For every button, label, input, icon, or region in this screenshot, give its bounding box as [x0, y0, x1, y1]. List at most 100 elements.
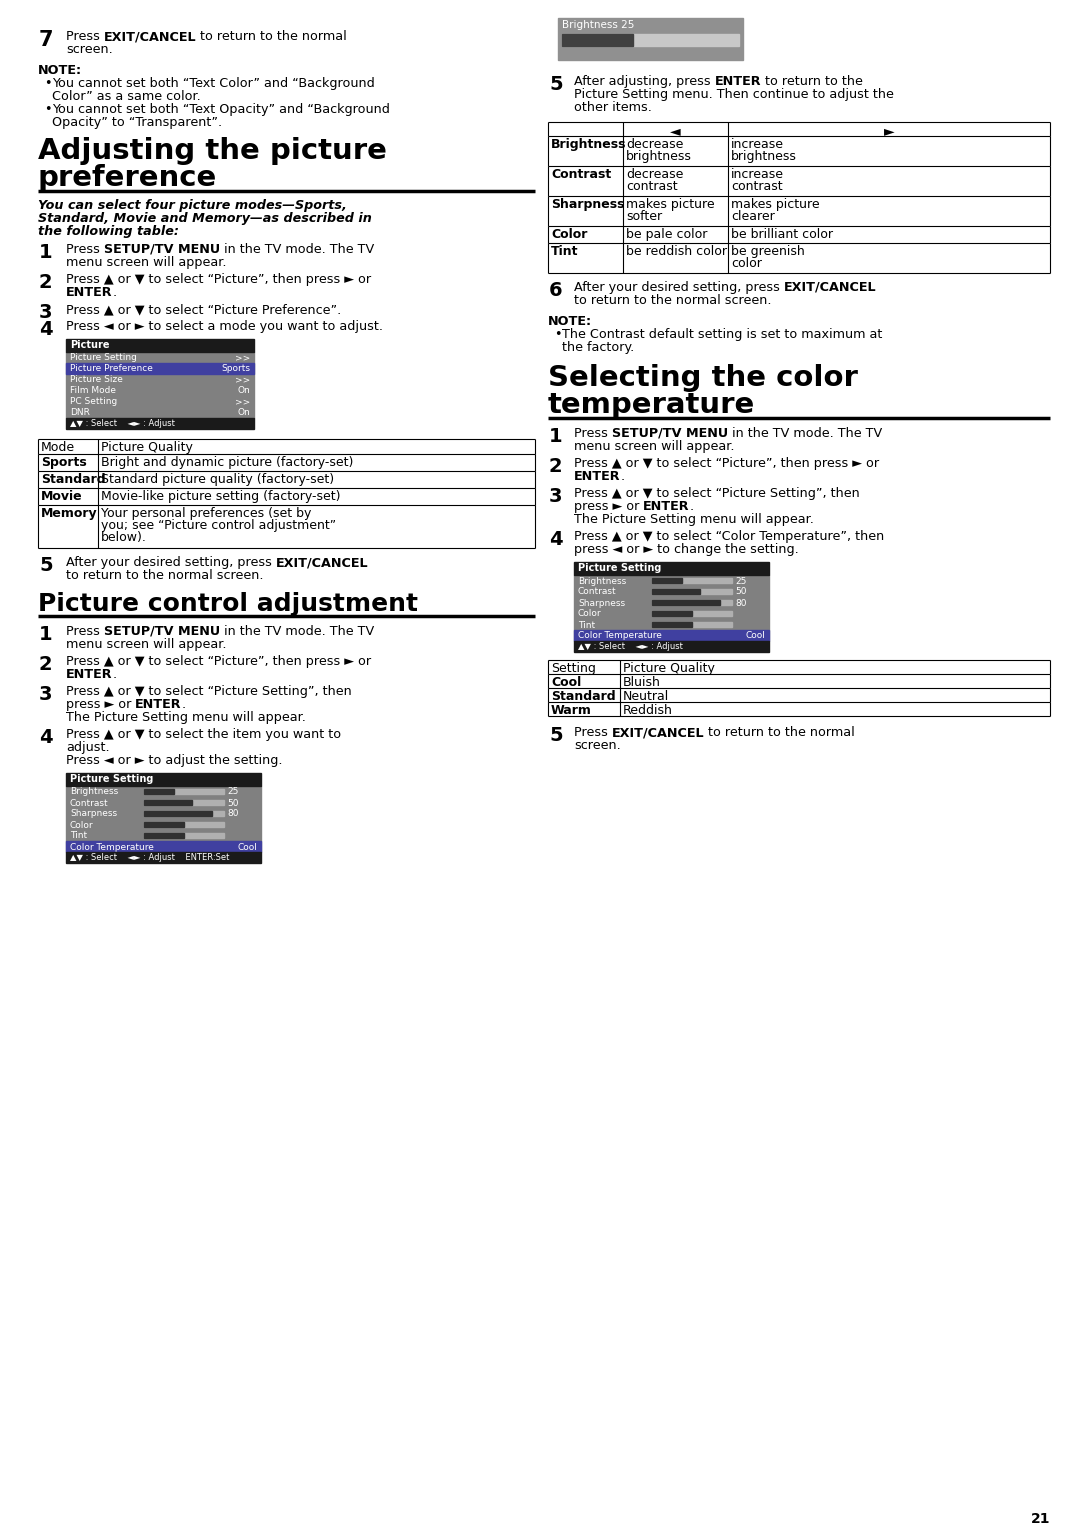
Text: EXIT/CANCEL: EXIT/CANCEL: [104, 31, 197, 43]
Text: Sharpness: Sharpness: [70, 809, 117, 818]
Text: Bluish: Bluish: [623, 676, 661, 689]
Text: the factory.: the factory.: [562, 342, 634, 354]
Text: Bright and dynamic picture (factory-set): Bright and dynamic picture (factory-set): [102, 457, 353, 469]
Text: Mode: Mode: [41, 441, 76, 453]
Text: On: On: [238, 408, 249, 417]
Text: DNR: DNR: [70, 408, 90, 417]
Text: On: On: [238, 386, 249, 395]
Text: ▲▼ : Select    ◄► : Adjust    ENTER:Set: ▲▼ : Select ◄► : Adjust ENTER:Set: [70, 853, 229, 863]
Text: 50: 50: [735, 587, 746, 596]
Text: Sports: Sports: [221, 365, 249, 372]
Text: EXIT/CANCEL: EXIT/CANCEL: [784, 280, 877, 294]
Text: Standard: Standard: [551, 689, 616, 703]
Text: Sports: Sports: [41, 457, 86, 469]
Text: press ► or: press ► or: [573, 499, 644, 513]
Text: temperature: temperature: [548, 391, 755, 418]
Text: Contrast: Contrast: [70, 798, 109, 807]
Text: ▲▼ : Select    ◄► : Adjust: ▲▼ : Select ◄► : Adjust: [578, 642, 683, 651]
Text: Contrast: Contrast: [578, 587, 617, 596]
Text: brightness: brightness: [626, 150, 692, 162]
Text: in the TV mode. The TV: in the TV mode. The TV: [220, 244, 375, 256]
Text: 25: 25: [735, 576, 746, 585]
Text: 2: 2: [39, 656, 53, 674]
Text: 2: 2: [549, 457, 563, 476]
Text: You can select four picture modes—Sports,: You can select four picture modes—Sports…: [38, 199, 347, 211]
Text: Tint: Tint: [70, 832, 87, 841]
Text: be pale color: be pale color: [626, 228, 707, 241]
Text: SETUP/TV MENU: SETUP/TV MENU: [104, 625, 220, 637]
Bar: [652, 578, 732, 584]
Text: other items.: other items.: [573, 101, 652, 113]
Text: makes picture: makes picture: [626, 198, 715, 211]
Text: Opacity” to “Transparent”.: Opacity” to “Transparent”.: [52, 116, 222, 129]
Bar: [652, 622, 692, 627]
Text: Cool: Cool: [551, 676, 581, 689]
Text: makes picture: makes picture: [731, 198, 820, 211]
Text: SETUP/TV MENU: SETUP/TV MENU: [612, 427, 728, 440]
Text: Color Temperature: Color Temperature: [70, 843, 153, 852]
Text: 80: 80: [735, 599, 746, 608]
Bar: [573, 574, 769, 640]
Text: Picture control adjustment: Picture control adjustment: [38, 591, 418, 616]
Text: menu screen will appear.: menu screen will appear.: [573, 440, 734, 453]
Text: the following table:: the following table:: [38, 225, 179, 237]
Bar: [144, 823, 224, 827]
Text: Press: Press: [66, 244, 104, 256]
Bar: [573, 630, 769, 640]
Bar: [652, 622, 732, 627]
Text: 5: 5: [39, 556, 53, 574]
Text: .: .: [690, 499, 694, 513]
Text: adjust.: adjust.: [66, 741, 110, 754]
Text: Picture Quality: Picture Quality: [623, 662, 715, 676]
Bar: [144, 810, 224, 817]
Text: ◄: ◄: [670, 124, 680, 138]
Bar: [652, 588, 732, 594]
Text: Color Temperature: Color Temperature: [578, 631, 662, 640]
Text: Cool: Cool: [745, 631, 765, 640]
Text: Memory: Memory: [41, 507, 97, 519]
Text: to return to the normal: to return to the normal: [197, 31, 348, 43]
Text: Press: Press: [573, 427, 612, 440]
Bar: [652, 611, 692, 616]
Text: Color: Color: [578, 610, 602, 619]
Text: Press ▲ or ▼ to select “Color Temperature”, then: Press ▲ or ▼ to select “Color Temperatur…: [573, 530, 885, 542]
Text: .: .: [621, 470, 624, 483]
Text: •: •: [554, 328, 562, 342]
Text: 5: 5: [549, 75, 563, 93]
Bar: [573, 640, 769, 653]
Text: in the TV mode. The TV: in the TV mode. The TV: [728, 427, 882, 440]
Text: increase: increase: [731, 138, 784, 152]
Bar: [652, 578, 683, 584]
Text: preference: preference: [38, 164, 217, 192]
Text: screen.: screen.: [66, 43, 112, 57]
Text: brightness: brightness: [731, 150, 797, 162]
Text: Picture Quality: Picture Quality: [102, 441, 193, 453]
Text: 25: 25: [227, 787, 239, 797]
Text: contrast: contrast: [731, 179, 783, 193]
Text: 50: 50: [227, 798, 239, 807]
Text: .: .: [181, 699, 186, 711]
Text: Press: Press: [66, 625, 104, 637]
Text: >>: >>: [234, 375, 249, 385]
Text: The Contrast default setting is set to maximum at: The Contrast default setting is set to m…: [562, 328, 882, 342]
Text: 80: 80: [227, 809, 239, 818]
Text: Press ◄ or ► to adjust the setting.: Press ◄ or ► to adjust the setting.: [66, 754, 283, 768]
Text: The Picture Setting menu will appear.: The Picture Setting menu will appear.: [573, 513, 814, 525]
Text: Press: Press: [66, 31, 104, 43]
Text: ENTER: ENTER: [66, 286, 112, 299]
Text: Picture Preference: Picture Preference: [70, 365, 153, 372]
Text: decrease: decrease: [626, 169, 684, 181]
Text: Picture Setting: Picture Setting: [70, 774, 153, 784]
Text: 6: 6: [549, 280, 563, 300]
Text: Press ▲ or ▼ to select “Picture”, then press ► or: Press ▲ or ▼ to select “Picture”, then p…: [66, 656, 372, 668]
Text: .: .: [112, 668, 117, 682]
Text: 3: 3: [39, 685, 53, 705]
Text: menu screen will appear.: menu screen will appear.: [66, 637, 227, 651]
Text: Sharpness: Sharpness: [551, 198, 624, 211]
Text: Warm: Warm: [551, 705, 592, 717]
Bar: [66, 786, 261, 852]
Text: Picture Setting: Picture Setting: [70, 352, 137, 362]
Text: Press: Press: [573, 726, 612, 738]
Bar: [144, 789, 224, 794]
Text: After your desired setting, press: After your desired setting, press: [66, 556, 275, 568]
